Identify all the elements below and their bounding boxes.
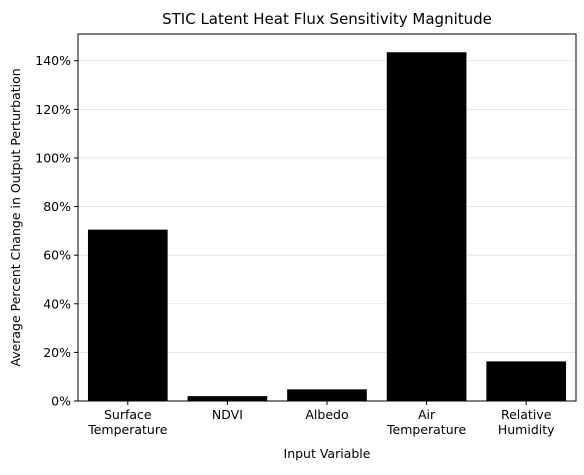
x-tick-label: Relative Humidity bbox=[498, 407, 555, 437]
chart-title: STIC Latent Heat Flux Sensitivity Magnit… bbox=[162, 10, 492, 28]
x-tick-label-line: Humidity bbox=[498, 422, 555, 437]
y-tick-label: 100% bbox=[35, 150, 71, 165]
x-tick-label-line: Relative bbox=[501, 407, 552, 422]
y-tick-label: 60% bbox=[43, 248, 71, 263]
y-tick-label: 120% bbox=[35, 102, 71, 117]
bar bbox=[486, 361, 567, 401]
x-tick-label-line: Air bbox=[418, 407, 436, 422]
x-tick-label-line: Albedo bbox=[305, 407, 348, 422]
x-tick-label-line: NDVI bbox=[212, 407, 243, 422]
y-tick-label: 80% bbox=[43, 199, 71, 214]
bar bbox=[87, 229, 168, 401]
axes: 0%20%40%60%80%100%120%140%Surface Tempera… bbox=[35, 33, 577, 437]
x-tick-label-line: Temperature bbox=[386, 422, 466, 437]
bar bbox=[287, 389, 367, 401]
x-axis-label: Input Variable bbox=[284, 446, 371, 461]
bar bbox=[386, 52, 467, 401]
y-tick-label: 0% bbox=[51, 394, 71, 409]
y-tick-label: 20% bbox=[43, 345, 71, 360]
x-tick-label: Air Temperature bbox=[386, 407, 466, 437]
axis-labels: STIC Latent Heat Flux Sensitivity Magnit… bbox=[8, 10, 492, 461]
x-tick-label: NDVI bbox=[212, 407, 243, 422]
x-tick-label-line: Temperature bbox=[87, 422, 167, 437]
y-tick-label: 140% bbox=[35, 53, 71, 68]
x-tick-label-line: Surface bbox=[104, 407, 152, 422]
y-axis-label: Average Percent Change in Output Perturb… bbox=[8, 68, 23, 366]
x-tick-label: Surface Temperature bbox=[87, 407, 167, 437]
y-tick-label: 40% bbox=[43, 296, 71, 311]
bars bbox=[87, 52, 567, 401]
bar bbox=[187, 396, 268, 401]
x-tick-label: Albedo bbox=[305, 407, 348, 422]
plot-frame bbox=[77, 33, 577, 402]
